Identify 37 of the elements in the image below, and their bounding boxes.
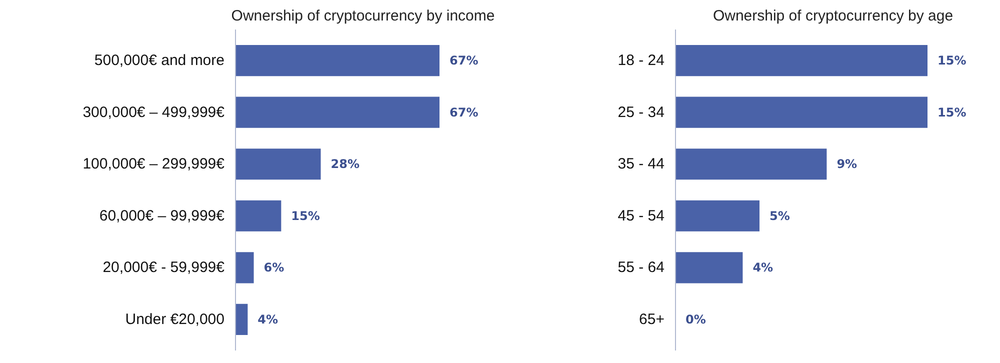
y-tick-label: 55 - 64: [618, 259, 665, 276]
bar: [676, 252, 743, 284]
y-tick-label: 500,000€ and more: [94, 52, 225, 70]
data-label: 67%: [450, 105, 478, 120]
bar: [236, 148, 321, 180]
bar: [236, 200, 282, 232]
y-tick-label: 20,000€ - 59,999€: [102, 259, 226, 276]
bar: [236, 304, 248, 335]
data-label: 15%: [938, 105, 966, 120]
data-label: 4%: [752, 260, 774, 275]
y-tick-label: 300,000€ – 499,999€: [82, 104, 226, 121]
bar: [236, 252, 254, 284]
bar: [676, 200, 760, 232]
bar: [676, 96, 928, 128]
data-label: 0%: [686, 312, 706, 326]
data-label: 9%: [836, 157, 858, 172]
data-label: 15%: [291, 208, 320, 223]
y-tick-label: 35 - 44: [618, 156, 665, 173]
bar: [236, 96, 440, 128]
data-label: 28%: [330, 157, 360, 172]
y-tick-label: 60,000€ – 99,999€: [99, 207, 226, 224]
bar: [676, 45, 928, 76]
data-label: 67%: [450, 54, 478, 68]
y-tick-label: 45 - 54: [618, 207, 665, 224]
data-label: 5%: [770, 208, 790, 223]
chart-title: Ownership of cryptocurrency by age: [712, 8, 954, 24]
y-tick-label: 65+: [639, 310, 665, 328]
data-label: 4%: [258, 312, 278, 326]
y-tick-label: 100,000€ – 299,999€: [82, 156, 226, 173]
bar: [236, 45, 440, 76]
y-tick-label: Under €20,000: [125, 310, 225, 328]
y-tick-label: 25 - 34: [618, 104, 665, 121]
y-tick-label: 18 - 24: [618, 52, 665, 70]
data-label: 6%: [264, 260, 284, 275]
data-label: 15%: [938, 54, 966, 68]
bar: [676, 148, 827, 180]
chart-title: Ownership of cryptocurrency by income: [231, 8, 495, 24]
